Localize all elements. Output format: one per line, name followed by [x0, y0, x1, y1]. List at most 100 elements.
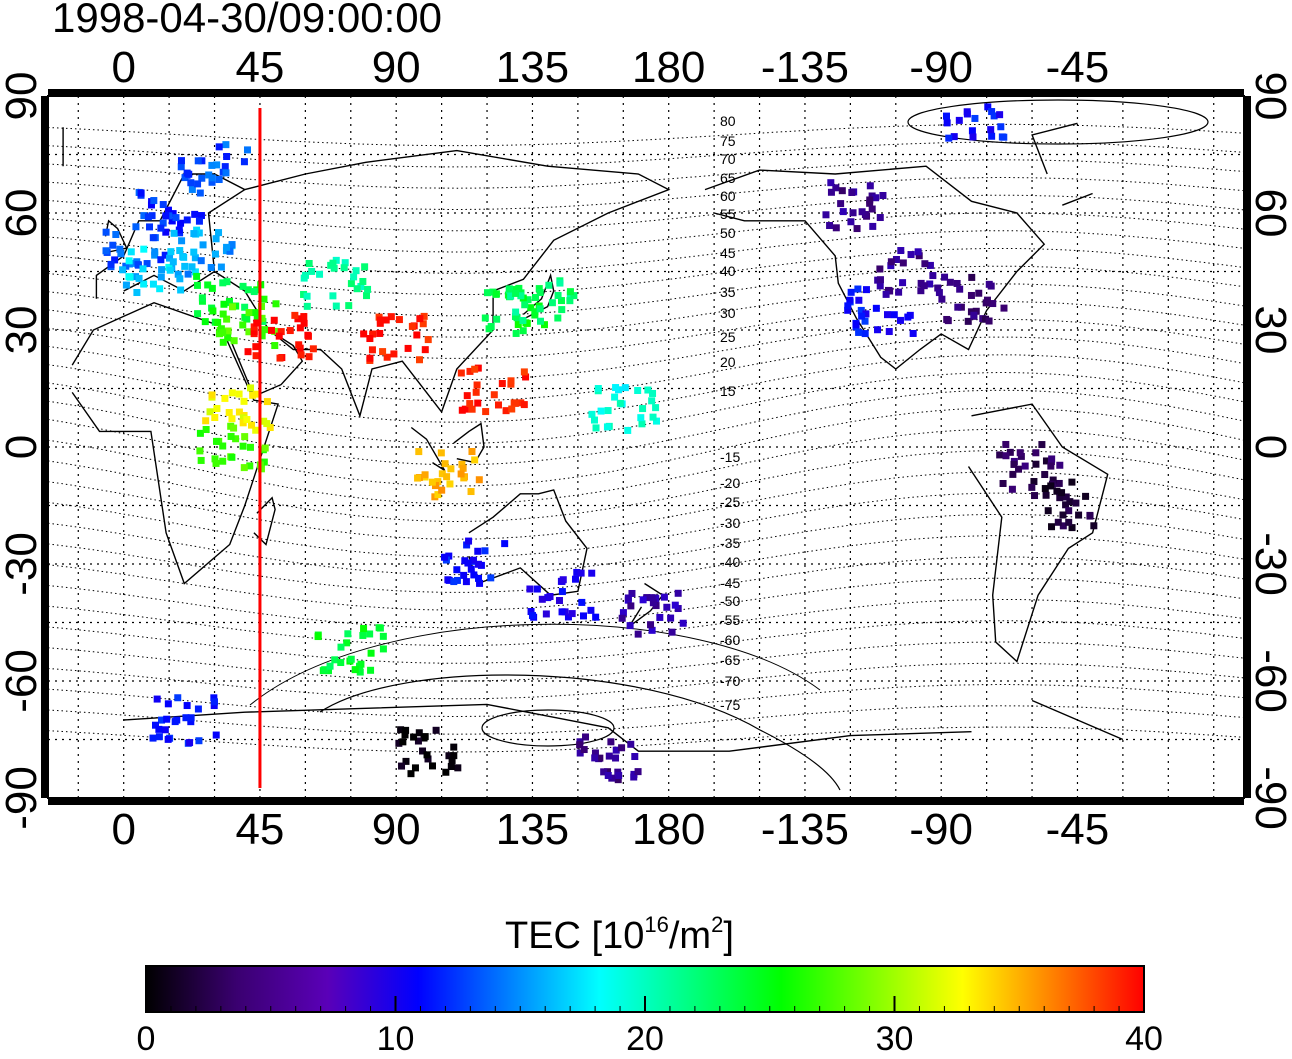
tec-cell — [107, 260, 115, 268]
tec-cell — [1059, 511, 1067, 519]
contour-label: 30 — [720, 305, 736, 321]
tec-cell — [649, 413, 657, 421]
tec-cell — [432, 726, 440, 734]
tec-cell — [1062, 501, 1070, 509]
coastline — [71, 301, 280, 585]
tec-cell — [109, 241, 117, 249]
tec-cell — [667, 614, 675, 622]
tec-cell — [360, 625, 368, 633]
tec-cell — [548, 299, 556, 307]
tec-cell — [876, 282, 884, 290]
tec-cell — [463, 541, 471, 549]
tec-cell — [1059, 522, 1067, 530]
tec-cell — [671, 601, 679, 609]
tec-cell — [890, 311, 898, 319]
tec-cell — [1068, 524, 1076, 532]
tec-cell — [219, 279, 227, 287]
tec-cell — [474, 560, 482, 568]
tec-cell — [241, 303, 249, 311]
tec-cell — [164, 735, 172, 743]
tec-cell — [457, 369, 465, 377]
tec-cell — [1044, 507, 1052, 515]
tec-cell — [158, 716, 166, 724]
tec-cell — [211, 250, 219, 258]
tec-cell — [161, 251, 169, 259]
tec-cell — [155, 733, 163, 741]
tec-cell — [514, 320, 522, 328]
tec-cell — [170, 229, 178, 237]
tec-cell — [331, 656, 339, 664]
tec-cell — [603, 423, 611, 431]
magnetic-contour — [47, 194, 1245, 232]
contour-label: -75 — [720, 697, 740, 713]
tec-cell — [191, 210, 199, 218]
tec-cell — [1041, 485, 1049, 493]
tec-cell — [467, 488, 475, 496]
tec-cell — [1047, 482, 1055, 490]
left-lat-label: -30 — [0, 532, 46, 596]
tec-cell — [929, 272, 937, 280]
tec-cell — [861, 330, 869, 338]
tec-cell — [559, 576, 567, 584]
tec-cell — [212, 731, 220, 739]
tec-cell — [116, 245, 124, 253]
tec-cell — [465, 537, 473, 545]
tec-cell — [243, 315, 251, 323]
tec-cell — [886, 287, 894, 295]
tec-cell — [1082, 492, 1090, 500]
tec-cell — [490, 391, 498, 399]
tec-cell — [301, 271, 309, 279]
tec-cell — [164, 206, 172, 214]
tec-cell — [612, 754, 620, 762]
top-lon-label: 180 — [631, 43, 706, 92]
tec-cell — [475, 574, 483, 582]
tec-cell — [221, 394, 229, 402]
tec-cell — [194, 180, 202, 188]
tec-cell — [291, 311, 299, 319]
tec-map: 80 75 70 65 60 55 50 45 40 35 30 25 20 15 -15 -20 -25 -30… — [41, 89, 1251, 805]
tec-cell — [230, 337, 238, 345]
tec-cell — [1055, 479, 1063, 487]
tec-cell — [330, 264, 338, 272]
tec-cell — [523, 319, 531, 327]
tec-cell — [260, 458, 268, 466]
tec-cell — [475, 476, 483, 484]
tec-cell — [827, 188, 835, 196]
tec-cell — [450, 578, 458, 586]
tec-cell — [415, 729, 423, 737]
tec-cell — [183, 216, 191, 224]
tec-cell — [647, 621, 655, 629]
tec-cell — [926, 280, 934, 288]
tec-cell — [591, 754, 599, 762]
tec-cell — [536, 317, 544, 325]
tec-cell — [628, 589, 636, 597]
tec-cell — [473, 381, 481, 389]
tec-cell — [240, 464, 248, 472]
tec-cell — [441, 460, 449, 468]
tec-cell — [989, 300, 997, 308]
tec-cell — [1053, 487, 1061, 495]
tec-cell — [445, 576, 453, 584]
contour-label: -60 — [720, 632, 740, 648]
tec-cell — [459, 464, 467, 472]
colorbar-tick-label: 20 — [626, 1020, 664, 1058]
tec-cell — [608, 774, 616, 782]
tec-cell — [554, 314, 562, 322]
tec-cell — [132, 223, 140, 231]
tec-cell — [445, 552, 453, 560]
contour-label: 60 — [720, 188, 736, 204]
tec-cell — [481, 314, 489, 322]
colorbar-title: TEC [1016/m2] — [505, 912, 734, 957]
tec-cell — [420, 312, 428, 320]
tec-cell — [862, 286, 870, 294]
tec-cell — [246, 443, 254, 451]
tec-cell — [624, 594, 632, 602]
tec-cell — [536, 305, 544, 313]
tec-cell — [228, 303, 236, 311]
tec-cell — [230, 424, 238, 432]
tec-cell — [920, 282, 928, 290]
tec-cell — [1075, 511, 1083, 519]
tec-cell — [198, 157, 206, 165]
tec-cell — [438, 470, 446, 478]
tec-cell — [460, 474, 468, 482]
